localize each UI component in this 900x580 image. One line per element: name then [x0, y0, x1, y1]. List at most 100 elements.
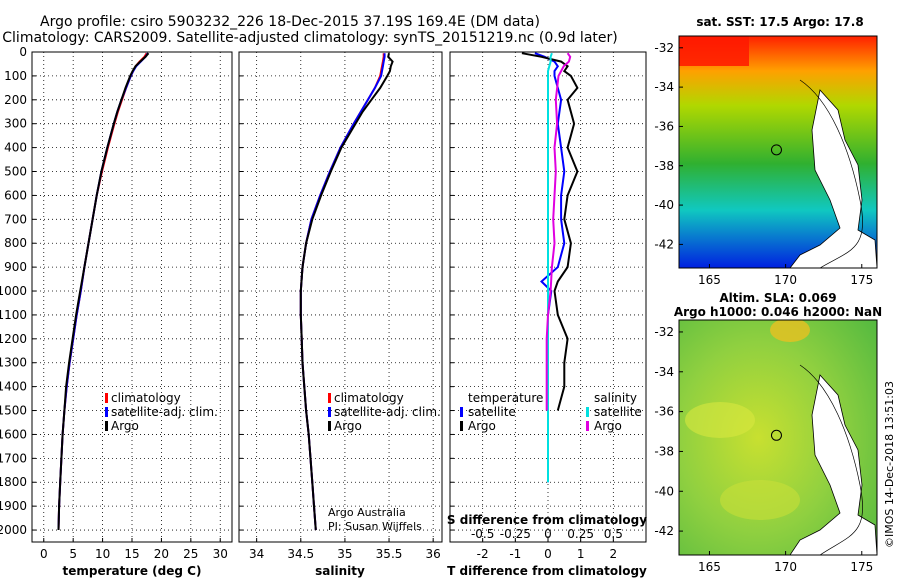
- top-tick-label: -0.25: [500, 527, 531, 541]
- depth-tick-label: 1300: [0, 356, 27, 370]
- legend-satellite: satellite-adj. clim.: [334, 405, 441, 419]
- legend-argo: Argo: [111, 419, 139, 433]
- depth-tick-label: 400: [4, 141, 27, 155]
- temperature-frame: [31, 51, 233, 543]
- legend-t-satellite-swatch: [460, 407, 463, 417]
- salinity-xlabel: salinity: [315, 564, 365, 578]
- x-tick-label: 0: [544, 547, 552, 561]
- salinity-legend: climatology satellite-adj. clim. Argo: [328, 391, 441, 433]
- depth-tick-label: 1500: [0, 404, 27, 418]
- depth-tick-label: 200: [4, 93, 27, 107]
- legend-s-satellite: satellite: [594, 405, 642, 419]
- top-tick-label: 0: [544, 527, 552, 541]
- difference-xticks: -2 -1 0 1 2: [477, 547, 617, 561]
- x-tick-label: 30: [213, 547, 228, 561]
- legend-t-satellite: satellite: [468, 405, 516, 419]
- legend-s-argo-swatch: [586, 421, 589, 431]
- temperature-grid: [32, 51, 232, 542]
- x-tick-label: 20: [154, 547, 169, 561]
- depth-tick-label: 1700: [0, 451, 27, 465]
- temperature-lines: [57, 52, 150, 531]
- legend-t-argo: Argo: [468, 419, 496, 433]
- credit-argo-australia: Argo Australia: [328, 506, 406, 519]
- salinity-frame: [238, 51, 443, 543]
- legend-argo-swatch: [328, 421, 331, 431]
- sla-lon-ticks: 165 170 175: [698, 551, 873, 574]
- lon-tick-label: 165: [698, 273, 721, 287]
- x-tick-label: 5: [69, 547, 77, 561]
- series-line-argo: [545, 52, 572, 411]
- x-tick-label: 25: [183, 547, 198, 561]
- legend-climatology: climatology: [334, 391, 404, 405]
- legend-satellite-swatch: [328, 407, 331, 417]
- sst-map: sat. SST: 17.5 Argo: 17.8 -32 -34 -36 -38 -4…: [654, 15, 878, 287]
- depth-tick-label: 1200: [0, 332, 27, 346]
- series-line-argo: [299, 52, 394, 531]
- difference-panel: -2 -1 0 1 2 -0.5 -0.25 0 0.25 0.5 S difference f…: [447, 51, 647, 578]
- x-tick-label: 15: [124, 547, 139, 561]
- depth-tick-label: 900: [4, 260, 27, 274]
- series-line-satellite-adj-clim-: [57, 52, 149, 531]
- legend-s-argo: Argo: [594, 419, 622, 433]
- sst-lon-ticks: 165 170 175: [698, 264, 873, 287]
- legend-argo-swatch: [105, 421, 108, 431]
- depth-tick-label: 800: [4, 236, 27, 250]
- series-line-satellite-adj-clim-: [299, 53, 386, 531]
- x-tick-label: 35: [337, 547, 352, 561]
- sla-lat-ticks: -32 -34 -36 -38 -40 -42: [654, 325, 683, 538]
- depth-tick-label: 1900: [0, 499, 27, 513]
- header-line-1: Argo profile: csiro 5903232_226 18-Dec-2…: [40, 14, 540, 30]
- difference-frame: [449, 51, 647, 543]
- lat-tick-label: -38: [654, 444, 674, 458]
- depth-tick-label: 2000: [0, 523, 27, 537]
- sst-map-title: sat. SST: 17.5 Argo: 17.8: [696, 15, 863, 29]
- series-line-argo: [57, 52, 150, 531]
- difference-lines: [521, 52, 579, 483]
- sst-warm-patch: [679, 36, 749, 66]
- lat-tick-label: -36: [654, 119, 674, 133]
- imos-credit: ©IMOS 14-Dec-2018 13:51:03: [883, 381, 896, 548]
- depth-tick-label: 600: [4, 188, 27, 202]
- depth-tick-label: 0: [19, 45, 27, 59]
- series-line-satellite: [534, 52, 566, 483]
- sst-frame: [678, 35, 878, 269]
- legend-climatology-swatch: [328, 393, 331, 403]
- difference-top-label: S difference from climatology: [447, 513, 647, 527]
- sla-isobath: [799, 364, 863, 555]
- depth-tick-label: 100: [4, 69, 27, 83]
- sla-argo-marker: [770, 429, 782, 441]
- lon-tick-label: 170: [774, 560, 797, 574]
- lon-tick-label: 170: [774, 273, 797, 287]
- lat-tick-label: -42: [654, 524, 674, 538]
- x-tick-label: 0: [40, 547, 48, 561]
- legend-climatology: climatology: [111, 391, 181, 405]
- lat-tick-label: -32: [654, 325, 674, 339]
- lat-tick-label: -34: [654, 80, 674, 94]
- x-tick-label: 10: [95, 547, 110, 561]
- lat-tick-label: -40: [654, 484, 674, 498]
- sla-high-patch: [770, 320, 810, 342]
- legend-s-satellite-swatch: [586, 407, 589, 417]
- x-tick-label: -2: [477, 547, 489, 561]
- salinity-xticks: 34 34.5 35 35.5 36: [249, 547, 441, 561]
- temperature-legend: climatology satellite-adj. clim. Argo: [105, 391, 218, 433]
- sst-argo-marker: [770, 144, 782, 156]
- lat-tick-label: -38: [654, 159, 674, 173]
- depth-axis-ticks: 0 100 200 300 400 500 600 700 800 900 1000 1100 1200…: [0, 45, 27, 537]
- lat-tick-label: -34: [654, 365, 674, 379]
- sla-patch: [720, 480, 800, 520]
- lon-tick-label: 175: [850, 273, 873, 287]
- salinity-panel: 34 34.5 35 35.5 36 salinity climatology sate…: [238, 51, 443, 578]
- depth-tick-label: 1800: [0, 475, 27, 489]
- header-line-2: Climatology: CARS2009. Satellite-adjuste…: [2, 30, 617, 46]
- legend-temperature-title: temperature: [468, 391, 543, 405]
- difference-xlabel: T difference from climatology: [447, 564, 647, 578]
- x-tick-label: 1: [577, 547, 585, 561]
- depth-tick-label: 1400: [0, 380, 27, 394]
- x-tick-label: 34.5: [287, 547, 314, 561]
- temperature-xticks: 0 5 10 15 20 25 30: [40, 547, 228, 561]
- series-line-satellite: [547, 52, 553, 483]
- temperature-xlabel: temperature (deg C): [63, 564, 202, 578]
- difference-top-ticks: -0.5 -0.25 0 0.25 0.5: [471, 527, 623, 541]
